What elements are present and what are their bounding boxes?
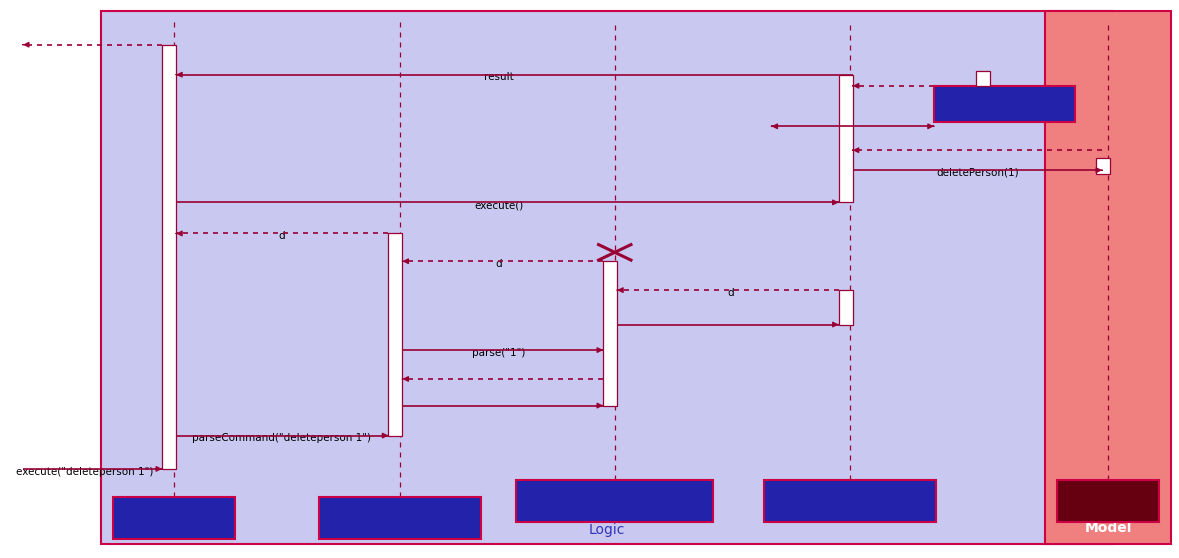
Bar <box>838 75 852 203</box>
Text: parse("1"): parse("1") <box>472 348 526 358</box>
Text: execute("deleteperson 1"): execute("deleteperson 1") <box>15 466 153 477</box>
Text: d: d <box>495 259 502 269</box>
Text: :AddressBookParser: :AddressBookParser <box>344 513 455 523</box>
Bar <box>516 480 713 522</box>
Text: :DeletePersonCommandParser: :DeletePersonCommandParser <box>531 496 699 506</box>
Text: parseCommand("deleteperson 1"): parseCommand("deleteperson 1") <box>192 434 371 444</box>
Bar <box>838 290 852 325</box>
Bar <box>1096 158 1111 174</box>
Bar <box>318 497 481 538</box>
Bar <box>604 261 617 406</box>
Text: Logic: Logic <box>588 523 625 537</box>
Text: :CommandResult: :CommandResult <box>959 99 1052 109</box>
Text: d:DeletePersonCommand: d:DeletePersonCommand <box>780 496 920 506</box>
Bar <box>764 480 936 522</box>
Text: deletePerson(1): deletePerson(1) <box>936 168 1020 178</box>
Bar <box>388 233 402 436</box>
Bar <box>100 11 1113 545</box>
Bar <box>934 86 1075 122</box>
Text: d: d <box>727 288 735 298</box>
Text: :LogicManager: :LogicManager <box>133 513 215 523</box>
Text: Model: Model <box>1085 521 1132 535</box>
Text: result: result <box>483 73 514 83</box>
Bar <box>1046 11 1171 545</box>
Bar <box>163 45 176 469</box>
Text: :Model: :Model <box>1089 496 1127 506</box>
Text: d: d <box>278 231 285 241</box>
Text: execute(): execute() <box>474 200 523 210</box>
Bar <box>976 71 989 86</box>
Bar <box>1056 480 1159 522</box>
Bar <box>113 497 235 538</box>
